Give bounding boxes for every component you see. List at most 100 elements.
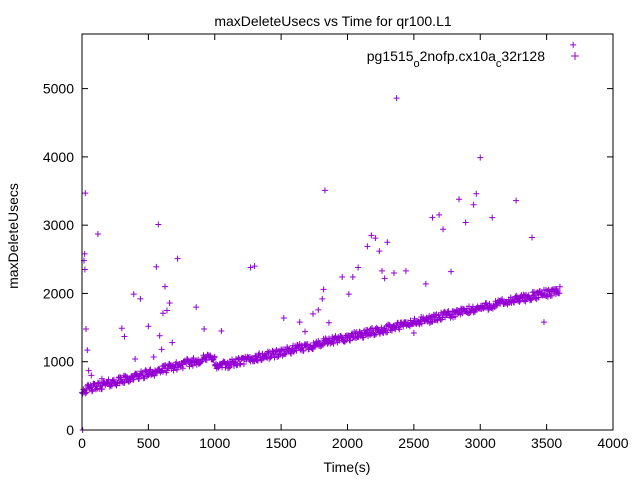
- y-tick-label: 1000: [43, 354, 74, 370]
- x-tick-label: 1500: [266, 435, 297, 451]
- data-point: [211, 353, 218, 360]
- x-tick-label: 500: [137, 435, 161, 451]
- data-point: [193, 304, 200, 311]
- data-point: [265, 350, 272, 357]
- data-point: [132, 355, 139, 362]
- data-point: [92, 386, 99, 393]
- data-point: [489, 214, 496, 221]
- data-point: [158, 346, 165, 353]
- data-point: [548, 292, 555, 299]
- data-point: [207, 352, 214, 359]
- data-point: [434, 317, 441, 324]
- data-point: [189, 362, 196, 369]
- data-point: [153, 263, 160, 270]
- data-point: [452, 313, 459, 320]
- data-point: [511, 299, 518, 306]
- data-point: [440, 226, 447, 233]
- data-point: [280, 315, 287, 322]
- data-point: [448, 313, 455, 320]
- data-point: [174, 255, 181, 262]
- data-point: [179, 365, 186, 372]
- data-point: [371, 331, 378, 338]
- data-point: [247, 264, 254, 271]
- data-point: [251, 263, 258, 270]
- data-point: [471, 308, 478, 315]
- data-point: [535, 294, 542, 301]
- data-point: [166, 300, 173, 307]
- data-point: [130, 291, 137, 298]
- data-point: [427, 314, 434, 321]
- data-point: [137, 295, 144, 302]
- data-point: [88, 372, 95, 379]
- y-axis-label: maxDeleteUsecs: [5, 183, 21, 289]
- data-point: [88, 384, 95, 391]
- data-point: [381, 275, 388, 282]
- data-point: [552, 291, 559, 298]
- data-point: [416, 321, 423, 328]
- data-point: [514, 294, 521, 301]
- data-point: [418, 320, 425, 327]
- data-point: [407, 317, 414, 324]
- data-point: [156, 332, 163, 339]
- data-point: [400, 323, 407, 330]
- data-point: [448, 268, 455, 275]
- axis-ticks: 0 500 1000 1500 2000 2500 3000 3500 4000 0 1000 200…: [43, 34, 629, 451]
- data-point: [402, 267, 409, 274]
- data-point: [110, 376, 117, 383]
- data-point: [82, 386, 89, 393]
- data-point: [325, 319, 332, 326]
- data-point: [118, 325, 125, 332]
- data-point: [317, 343, 324, 350]
- x-tick-label: 4000: [597, 435, 628, 451]
- data-point: [393, 95, 400, 102]
- data-point: [273, 347, 280, 354]
- data-point: [368, 232, 375, 239]
- data-point: [486, 300, 493, 307]
- data-point: [309, 346, 316, 353]
- data-point: [528, 296, 535, 303]
- data-point: [532, 295, 539, 302]
- data-point: [211, 354, 218, 361]
- data-point: [320, 286, 327, 293]
- data-point: [121, 333, 128, 340]
- data-point: [296, 319, 303, 326]
- data-point: [376, 248, 383, 255]
- data-point: [140, 372, 147, 379]
- data-point: [516, 298, 523, 305]
- y-tick-label: 5000: [43, 81, 74, 97]
- x-tick-label: 2500: [398, 435, 429, 451]
- data-point: [130, 376, 137, 383]
- data-point: [230, 363, 237, 370]
- data-point: [236, 361, 243, 368]
- x-tick-label: 3000: [465, 435, 496, 451]
- data-point: [150, 353, 157, 360]
- data-point: [544, 293, 551, 300]
- data-point: [159, 310, 166, 317]
- data-point: [300, 347, 307, 354]
- data-point: [83, 389, 90, 396]
- data-point: [145, 323, 152, 330]
- data-point: [462, 219, 469, 226]
- data-point: [513, 197, 520, 204]
- data-point: [521, 297, 528, 304]
- data-point: [390, 269, 397, 276]
- data-point: [456, 196, 463, 203]
- data-point: [384, 329, 391, 336]
- data-point: [82, 325, 89, 332]
- data-point: [540, 319, 547, 326]
- x-tick-label: 0: [78, 435, 86, 451]
- chart-title: maxDeleteUsecs vs Time for qr100.L1: [214, 13, 452, 29]
- x-tick-label: 2000: [332, 435, 363, 451]
- y-tick-label: 4000: [43, 149, 74, 165]
- data-point: [159, 368, 166, 375]
- data-point: [436, 211, 443, 218]
- data-point: [161, 283, 168, 290]
- data-point: [151, 372, 158, 379]
- data-point: [352, 330, 359, 337]
- data-point: [388, 327, 395, 334]
- data-point: [473, 190, 480, 197]
- data-point: [345, 291, 352, 298]
- data-point: [422, 280, 429, 287]
- data-point: [81, 266, 88, 273]
